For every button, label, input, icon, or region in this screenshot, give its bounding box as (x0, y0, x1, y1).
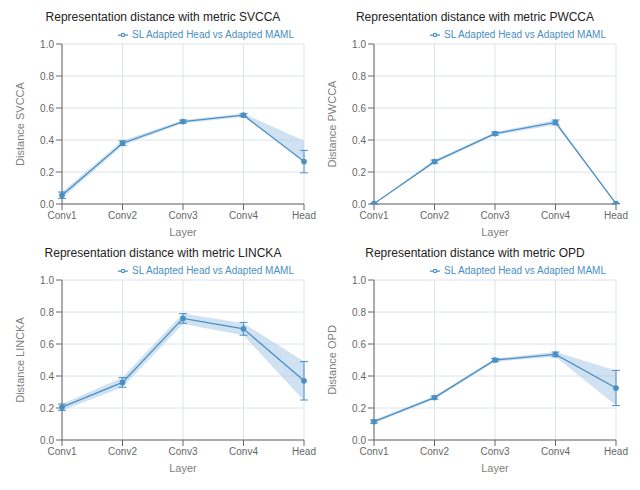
svg-text:0.6: 0.6 (40, 339, 54, 350)
svg-text:Conv4: Conv4 (541, 210, 570, 221)
svg-text:0.8: 0.8 (352, 307, 366, 318)
svg-text:Head: Head (292, 210, 316, 221)
svg-text:1.0: 1.0 (352, 275, 366, 286)
html-text:Representation distance with m: Representation distance with metric PWCC… (356, 10, 594, 24)
html-text:Representation distance with m: Representation distance with metric SVCC… (45, 10, 281, 24)
html-text:Representation distance with m: Representation distance with metric LINC… (44, 246, 282, 260)
svg-text:1.0: 1.0 (40, 275, 54, 286)
svg-text:0.0: 0.0 (352, 435, 366, 446)
svg-text:0.2: 0.2 (352, 167, 366, 178)
svg-text:0.8: 0.8 (40, 71, 54, 82)
svg-text:0.8: 0.8 (352, 71, 366, 82)
svg-text:Layer: Layer (481, 226, 509, 238)
svg-text:Conv1: Conv1 (48, 446, 77, 457)
svg-text:Conv2: Conv2 (108, 210, 137, 221)
svg-text:0.4: 0.4 (40, 371, 54, 382)
svg-text:Conv3: Conv3 (169, 446, 198, 457)
svg-text:Conv2: Conv2 (420, 210, 449, 221)
svg-text:Head: Head (604, 210, 628, 221)
svg-text:0.0: 0.0 (40, 435, 54, 446)
svg-text:Head: Head (292, 446, 316, 457)
svg-text:0.0: 0.0 (352, 199, 366, 210)
svg-text:Distance LINCKA: Distance LINCKA (14, 317, 26, 403)
html-text:Representation distance with m: Representation distance with metric OPD (365, 246, 585, 260)
svg-text:Conv3: Conv3 (169, 210, 198, 221)
svg-text:1.0: 1.0 (40, 39, 54, 50)
svg-text:Layer: Layer (481, 462, 509, 474)
svg-text:0.6: 0.6 (40, 103, 54, 114)
svg-text:Layer: Layer (169, 226, 197, 238)
html-text:SL Adapted Head vs Adapted MAM: SL Adapted Head vs Adapted MAML (444, 265, 606, 276)
svg-text:0.4: 0.4 (352, 371, 366, 382)
svg-text:Conv1: Conv1 (360, 446, 389, 457)
svg-text:0.4: 0.4 (40, 135, 54, 146)
svg-text:1.0: 1.0 (352, 39, 366, 50)
svg-text:0.2: 0.2 (40, 167, 54, 178)
html-text:SL Adapted Head vs Adapted MAM: SL Adapted Head vs Adapted MAML (132, 29, 294, 40)
svg-text:0.2: 0.2 (40, 403, 54, 414)
svg-text:Head: Head (604, 446, 628, 457)
html-text:SL Adapted Head vs Adapted MAM: SL Adapted Head vs Adapted MAML (444, 29, 606, 40)
svg-text:0.6: 0.6 (352, 103, 366, 114)
svg-text:0.6: 0.6 (352, 339, 366, 350)
svg-text:Conv3: Conv3 (481, 210, 510, 221)
svg-text:0.0: 0.0 (40, 199, 54, 210)
svg-text:Conv1: Conv1 (360, 210, 389, 221)
svg-text:0.4: 0.4 (352, 135, 366, 146)
svg-text:Conv1: Conv1 (48, 210, 77, 221)
svg-text:Conv4: Conv4 (229, 446, 258, 457)
svg-text:Conv2: Conv2 (108, 446, 137, 457)
svg-text:Conv3: Conv3 (481, 446, 510, 457)
html-text:SL Adapted Head vs Adapted MAM: SL Adapted Head vs Adapted MAML (132, 265, 294, 276)
svg-text:Conv4: Conv4 (541, 446, 570, 457)
svg-text:0.8: 0.8 (40, 307, 54, 318)
svg-text:Conv4: Conv4 (229, 210, 258, 221)
svg-text:Distance PWCCA: Distance PWCCA (326, 80, 338, 167)
svg-text:Distance SVCCA: Distance SVCCA (14, 81, 26, 165)
svg-text:Distance OPD: Distance OPD (326, 325, 338, 395)
svg-text:Conv2: Conv2 (420, 446, 449, 457)
svg-text:0.2: 0.2 (352, 403, 366, 414)
svg-text:Layer: Layer (169, 462, 197, 474)
